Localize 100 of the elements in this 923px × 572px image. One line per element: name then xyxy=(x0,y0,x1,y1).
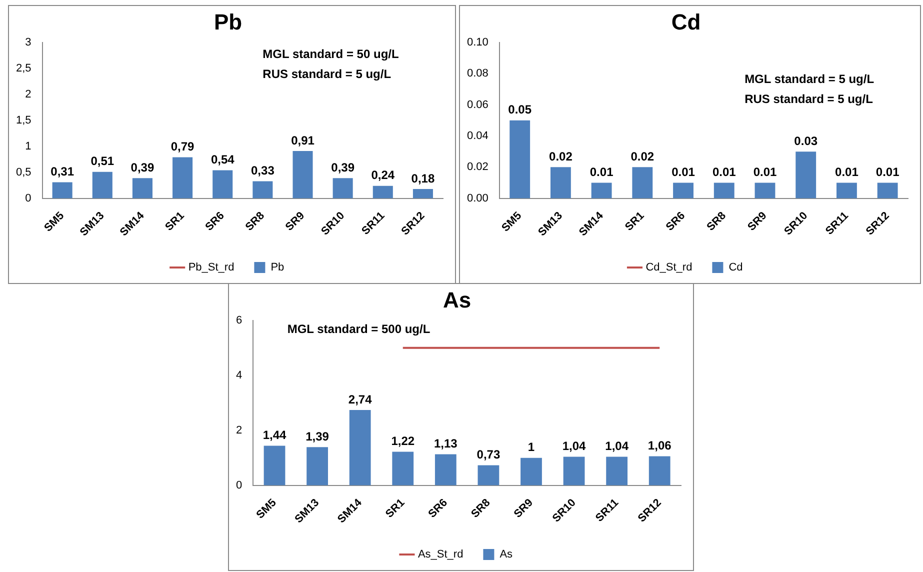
y-tick-label: 4 xyxy=(236,369,242,382)
bar xyxy=(714,182,734,198)
y-tick-label: 0.08 xyxy=(466,68,488,80)
y-tick-label: 2 xyxy=(25,88,32,100)
x-tick-label: SR8 xyxy=(243,210,267,234)
y-tick-label: 1 xyxy=(25,140,32,152)
data-label: 0,39 xyxy=(130,160,154,174)
data-label: 0,73 xyxy=(476,448,500,462)
data-label: 0.03 xyxy=(794,134,818,148)
y-tick-label: 0.00 xyxy=(466,192,488,204)
bar xyxy=(292,151,313,198)
bar xyxy=(510,120,530,198)
bar xyxy=(550,167,571,198)
data-label: 0,24 xyxy=(371,168,395,182)
annotation: MGL standard = 50 ug/L xyxy=(262,46,399,61)
y-tick-label: 0 xyxy=(236,479,242,492)
bar xyxy=(372,186,393,198)
legend-label: As_St_rd xyxy=(418,548,464,561)
data-label: 1,04 xyxy=(562,439,586,454)
annotation: MGL standard = 5 ug/L xyxy=(744,72,874,86)
y-tick-label: 6 xyxy=(236,314,242,326)
bar xyxy=(412,188,433,198)
y-tick-label: 0,5 xyxy=(16,166,32,178)
data-label: 0.01 xyxy=(876,165,900,180)
x-tick-label: SR1 xyxy=(623,210,647,234)
data-label: 0.02 xyxy=(630,149,654,164)
legend-label: Pb_St_rd xyxy=(188,262,234,274)
bar xyxy=(796,152,816,198)
x-tick-label: SR1 xyxy=(384,496,408,520)
data-label: 0,79 xyxy=(170,140,195,154)
bar xyxy=(332,178,353,198)
data-label: 1,06 xyxy=(648,438,672,453)
bar xyxy=(478,465,500,486)
y-tick-label: 0.04 xyxy=(466,130,488,142)
legend-label: As xyxy=(500,548,514,561)
y-tick-label: 3 xyxy=(25,36,32,48)
x-tick-label: SR8 xyxy=(469,496,493,520)
annotation: RUS standard = 5 ug/L xyxy=(744,92,873,106)
bar xyxy=(754,182,776,198)
bar xyxy=(264,446,286,486)
y-tick-label: 2,5 xyxy=(16,62,32,74)
data-label: 0,18 xyxy=(411,171,435,186)
legend-label: Pb xyxy=(270,262,284,274)
bar xyxy=(520,458,542,486)
bar xyxy=(877,182,898,198)
data-label: 0.01 xyxy=(712,165,736,180)
bar xyxy=(648,456,670,486)
data-label: 1,44 xyxy=(262,428,287,442)
bar xyxy=(434,454,456,486)
bar xyxy=(212,170,233,198)
y-tick-label: 0 xyxy=(25,192,32,204)
legend-label: Cd_St_rd xyxy=(646,262,692,274)
data-label: 0.01 xyxy=(835,165,859,180)
data-label: 0,91 xyxy=(291,133,315,148)
data-label: 0,39 xyxy=(331,160,355,174)
legend-label: Cd xyxy=(728,262,743,274)
x-tick-label: SR6 xyxy=(203,210,227,234)
data-label: 1,13 xyxy=(434,436,458,451)
annotation: MGL standard = 500 ug/L xyxy=(287,322,430,336)
chart-title: As xyxy=(442,287,472,312)
data-label: 0.05 xyxy=(508,102,532,117)
x-tick-label: SR6 xyxy=(426,496,450,520)
data-label: 0,33 xyxy=(251,164,275,178)
bar xyxy=(563,456,585,486)
bar xyxy=(349,410,371,486)
y-tick-label: 1,5 xyxy=(16,114,32,126)
bar xyxy=(132,178,152,198)
y-tick-label: 0.06 xyxy=(466,98,488,111)
x-tick-label: SR1 xyxy=(163,210,187,234)
bar xyxy=(92,172,112,198)
data-label: 1,04 xyxy=(605,439,629,454)
bar xyxy=(591,182,612,198)
bar xyxy=(606,456,628,486)
bar xyxy=(632,167,653,198)
bar xyxy=(172,157,193,198)
x-tick-label: SR6 xyxy=(664,210,688,234)
x-tick-label: SR9 xyxy=(512,496,536,520)
data-label: 1,22 xyxy=(391,434,415,448)
data-label: 0.02 xyxy=(549,149,573,164)
bar xyxy=(836,182,857,198)
y-tick-label: 2 xyxy=(236,424,242,436)
bar xyxy=(252,181,273,198)
chart-title: Cd xyxy=(671,9,701,34)
bar xyxy=(392,452,414,486)
data-label: 0.01 xyxy=(753,165,777,180)
annotation: RUS standard = 5 ug/L xyxy=(262,66,392,81)
data-label: 1,39 xyxy=(306,429,330,444)
bar xyxy=(673,182,694,198)
y-tick-label: 0.02 xyxy=(466,161,488,174)
data-label: 2,74 xyxy=(348,392,372,406)
data-label: 0,51 xyxy=(90,154,114,168)
data-label: 0.01 xyxy=(590,165,614,180)
x-tick-label: SR8 xyxy=(704,210,728,234)
chart-title: Pb xyxy=(214,9,242,34)
data-label: 0,31 xyxy=(50,164,74,179)
data-label: 1 xyxy=(528,440,535,454)
data-label: 0,54 xyxy=(210,152,235,167)
data-label: 0.01 xyxy=(672,165,696,180)
bar xyxy=(306,447,328,486)
x-tick-label: SR9 xyxy=(283,210,308,234)
